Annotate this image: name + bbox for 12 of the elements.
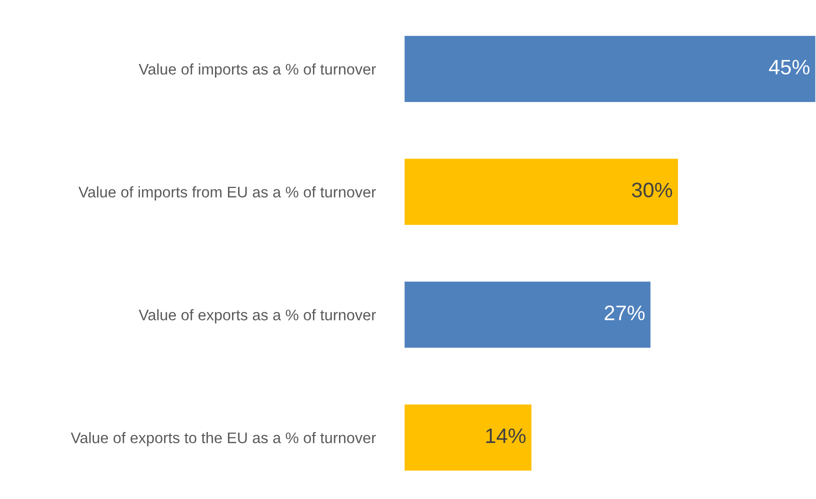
bar xyxy=(404,157,680,226)
data-label: 14% xyxy=(486,428,526,444)
y-tick-label: Value of imports from EU as a % of turnover xyxy=(78,186,376,201)
data-label: 45% xyxy=(768,60,810,75)
y-tick-label: Value of exports to the EU as a % of turnover xyxy=(70,432,376,446)
y-tick-label: Value of exports as a % of turnover xyxy=(138,309,376,324)
bar xyxy=(404,34,816,104)
bar xyxy=(404,403,533,472)
bar xyxy=(404,280,652,350)
data-label: 30% xyxy=(632,182,672,198)
data-label: 27% xyxy=(604,306,645,320)
y-tick-label: Value of imports as a % of turnover xyxy=(138,63,376,78)
